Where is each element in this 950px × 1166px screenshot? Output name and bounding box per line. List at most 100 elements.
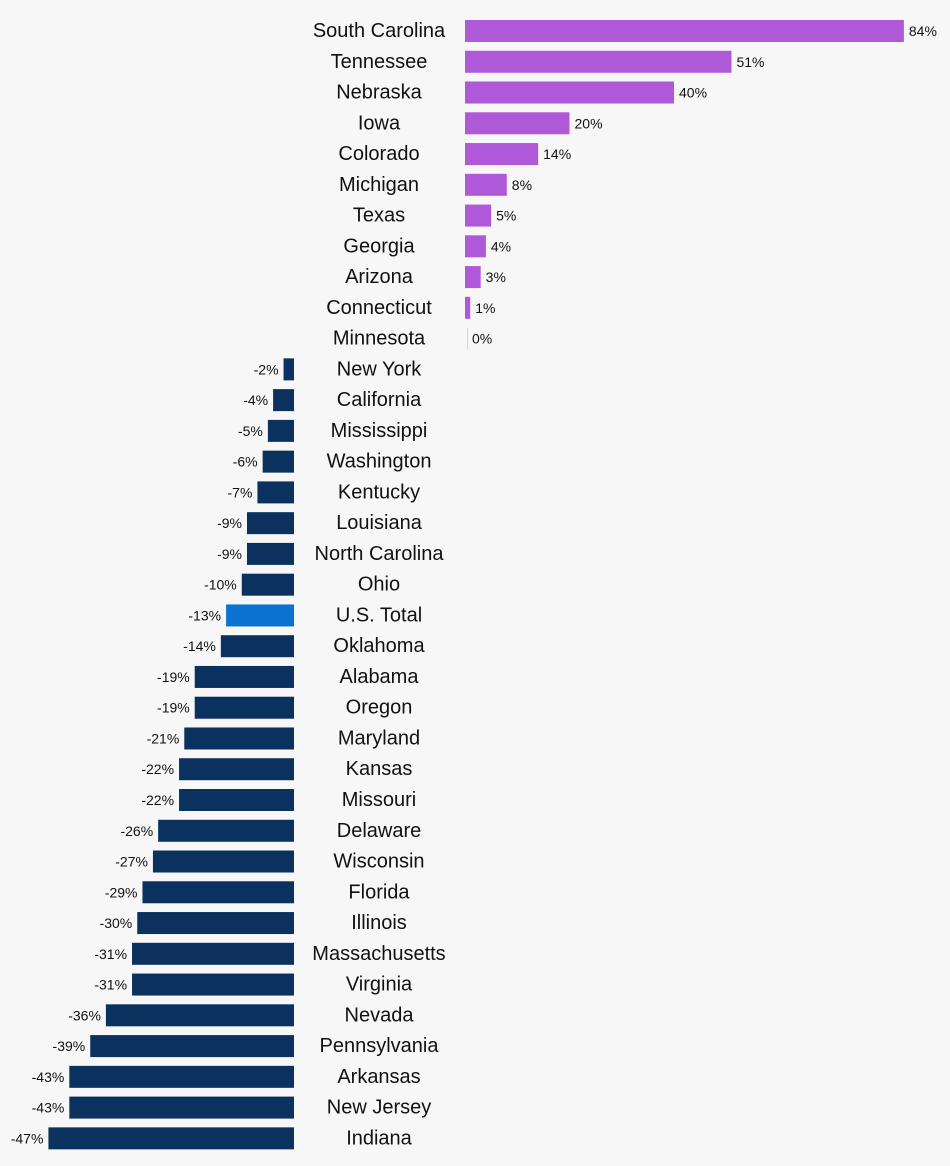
bar-arizona [465, 266, 481, 289]
category-label-oklahoma: Oklahoma [333, 635, 425, 657]
value-label-indiana: -47% [11, 1130, 44, 1146]
bar-new-york [283, 358, 294, 381]
category-label-pennsylvania: Pennsylvania [320, 1035, 440, 1057]
category-label-nebraska: Nebraska [336, 82, 422, 104]
bar-nevada [105, 1004, 295, 1027]
value-label-u-s-total: -13% [188, 607, 221, 623]
value-label-iowa: 20% [575, 115, 603, 131]
bar-kentucky [257, 481, 294, 504]
bar-arkansas [69, 1065, 294, 1088]
bar-new-jersey [69, 1096, 294, 1119]
value-label-michigan: 8% [512, 177, 532, 193]
value-label-arizona: 3% [486, 269, 506, 285]
value-label-georgia: 4% [491, 238, 511, 254]
bar-minnesota [467, 327, 468, 350]
bar-maryland [184, 727, 294, 750]
category-label-washington: Washington [327, 451, 432, 473]
bar-mississippi [267, 419, 294, 442]
category-label-ohio: Ohio [358, 574, 400, 596]
category-label-louisiana: Louisiana [336, 512, 423, 534]
bar-illinois [137, 912, 294, 935]
value-label-washington: -6% [233, 454, 258, 470]
value-label-wisconsin: -27% [115, 854, 148, 870]
bar-georgia [465, 235, 486, 258]
value-label-delaware: -26% [120, 823, 153, 839]
category-label-arkansas: Arkansas [337, 1066, 420, 1088]
category-label-colorado: Colorado [338, 143, 419, 165]
value-label-kansas: -22% [141, 761, 174, 777]
category-label-iowa: Iowa [358, 112, 401, 134]
bar-tennessee [465, 50, 732, 73]
bar-oklahoma [220, 635, 294, 658]
category-label-wisconsin: Wisconsin [333, 851, 424, 873]
bar-indiana [48, 1127, 294, 1150]
category-label-tennessee: Tennessee [331, 51, 428, 73]
bar-u-s-total [226, 604, 294, 627]
value-label-colorado: 14% [543, 146, 571, 162]
category-label-texas: Texas [353, 205, 405, 227]
category-label-connecticut: Connecticut [326, 297, 432, 319]
bar-alabama [194, 665, 294, 688]
value-label-oklahoma: -14% [183, 638, 216, 654]
category-label-massachusetts: Massachusetts [312, 943, 445, 965]
bar-florida [142, 881, 294, 904]
bar-missouri [179, 789, 294, 811]
bar-wisconsin [152, 850, 294, 873]
category-label-new-jersey: New Jersey [327, 1097, 431, 1119]
category-label-michigan: Michigan [339, 174, 419, 196]
bar-connecticut [465, 296, 471, 319]
value-label-florida: -29% [105, 884, 138, 900]
bar-california [273, 389, 294, 412]
category-label-virginia: Virginia [346, 974, 413, 996]
value-label-texas: 5% [496, 208, 516, 224]
category-label-missouri: Missouri [342, 789, 416, 811]
category-label-indiana: Indiana [346, 1127, 412, 1149]
bar-colorado [465, 143, 539, 166]
category-label-delaware: Delaware [337, 820, 421, 842]
category-label-california: California [337, 389, 422, 411]
category-label-alabama: Alabama [340, 666, 420, 688]
category-label-south-carolina: South Carolina [313, 20, 446, 42]
value-label-kentucky: -7% [228, 484, 253, 500]
value-label-virginia: -31% [94, 977, 127, 993]
bar-south-carolina [465, 20, 904, 42]
bar-pennsylvania [90, 1035, 294, 1058]
value-label-massachusetts: -31% [94, 946, 127, 962]
bar-virginia [132, 973, 294, 996]
category-label-georgia: Georgia [343, 235, 415, 257]
category-label-nevada: Nevada [345, 1004, 415, 1026]
category-label-illinois: Illinois [351, 912, 407, 934]
bar-kansas [179, 758, 294, 781]
value-label-new-jersey: -43% [32, 1100, 65, 1116]
category-label-u-s-total: U.S. Total [336, 604, 422, 626]
category-label-oregon: Oregon [346, 697, 413, 719]
bar-louisiana [246, 512, 294, 535]
bar-michigan [465, 173, 507, 196]
value-label-maryland: -21% [147, 730, 180, 746]
bar-iowa [465, 112, 570, 135]
category-label-kansas: Kansas [346, 758, 413, 780]
category-label-north-carolina: North Carolina [315, 543, 445, 565]
value-label-south-carolina: 84% [909, 23, 937, 39]
bar-delaware [158, 819, 294, 842]
value-label-nevada: -36% [68, 1007, 101, 1023]
value-label-ohio: -10% [204, 577, 237, 593]
value-label-alabama: -19% [157, 669, 190, 685]
bar-oregon [194, 696, 294, 719]
category-label-florida: Florida [348, 881, 410, 903]
category-label-kentucky: Kentucky [338, 481, 420, 503]
category-label-new-york: New York [337, 358, 422, 380]
bar-nebraska [465, 81, 674, 104]
value-label-arkansas: -43% [32, 1069, 65, 1085]
value-label-minnesota: 0% [472, 331, 492, 347]
value-label-pennsylvania: -39% [53, 1038, 86, 1054]
value-label-missouri: -22% [141, 792, 174, 808]
bar-north-carolina [246, 542, 294, 565]
value-label-mississippi: -5% [238, 423, 263, 439]
bar-washington [262, 450, 294, 473]
category-label-mississippi: Mississippi [331, 420, 428, 442]
value-label-north-carolina: -9% [217, 546, 242, 562]
category-label-arizona: Arizona [345, 266, 414, 288]
value-label-connecticut: 1% [475, 300, 495, 316]
